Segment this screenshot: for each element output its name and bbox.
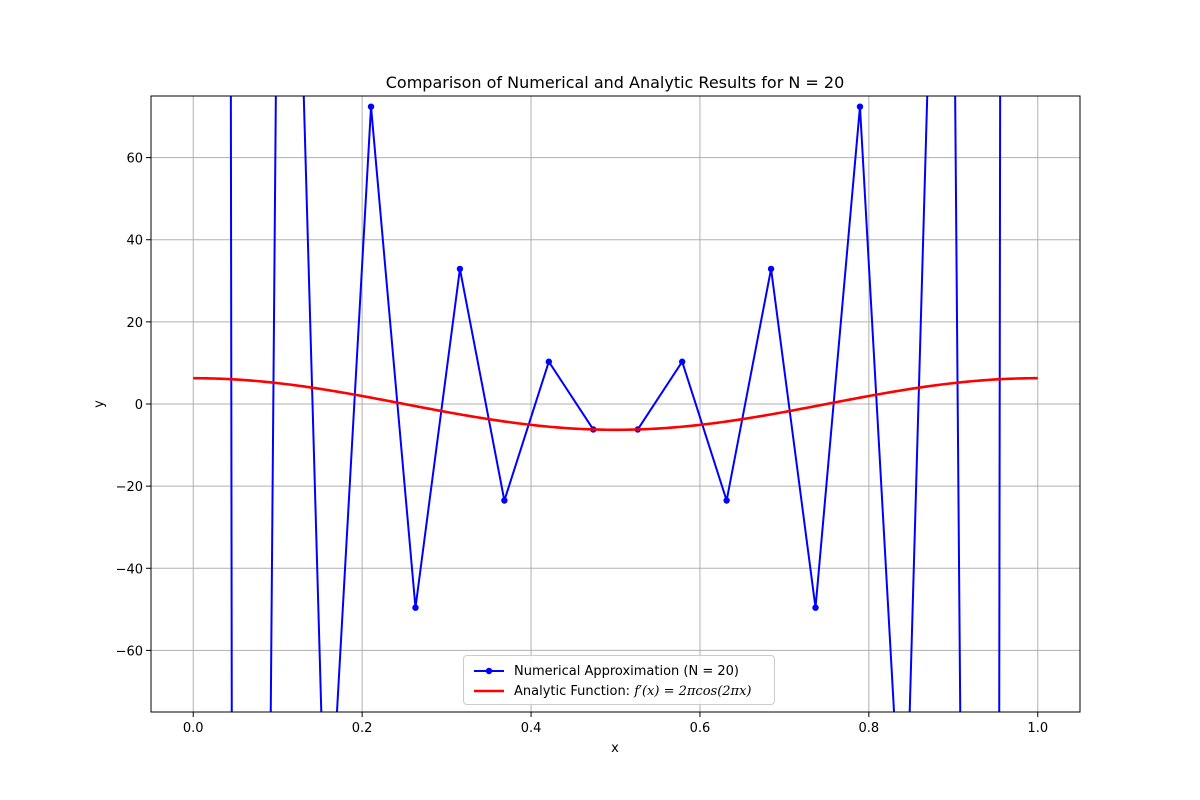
y-tick-label: −60 (116, 644, 143, 659)
numerical-point (767, 265, 775, 273)
x-tick-label: 0.0 (183, 721, 204, 736)
numerical-point (367, 103, 375, 110)
x-tick-label: 0.4 (521, 721, 542, 736)
analytic-series-line (193, 376, 1038, 432)
legend-swatch-analytic (474, 689, 504, 693)
axis-ticks: 0.0 0.2 0.4 0.6 0.8 1.0 −60 −40 −20 0 20 40 60 (116, 152, 1049, 736)
grid-lines (151, 96, 1080, 712)
numerical-point (501, 497, 508, 504)
legend-label-analytic-math: f′(x) = 2πcos(2πx) (634, 683, 752, 699)
y-tick-label: −40 (116, 562, 143, 577)
x-tick-label: 0.6 (690, 721, 711, 736)
legend-label-analytic: Analytic Function: f′(x) = 2πcos(2πx) (514, 684, 751, 699)
legend-label-numerical: Numerical Approximation (N = 20) (514, 663, 739, 679)
numerical-point (678, 358, 686, 365)
y-tick-label: 20 (126, 316, 143, 331)
x-tick-label: 1.0 (1027, 721, 1048, 736)
y-tick-label: 40 (126, 234, 143, 249)
numerical-point (856, 103, 864, 110)
y-tick-label: −20 (116, 480, 143, 495)
x-tick-label: 0.2 (352, 721, 373, 736)
x-axis-label: x (611, 741, 619, 756)
numerical-point (812, 604, 819, 611)
x-tick-label: 0.8 (859, 721, 880, 736)
legend-item-numerical: Numerical Approximation (N = 20) (464, 661, 739, 681)
y-tick-label: 0 (135, 398, 143, 413)
legend-label-analytic-prefix: Analytic Function: (514, 683, 635, 699)
numerical-point (412, 604, 419, 611)
chart-title: Comparison of Numerical and Analytic Res… (386, 73, 845, 92)
numerical-point (456, 265, 464, 273)
y-axis-label: y (92, 400, 107, 408)
legend-swatch-numerical (474, 667, 504, 675)
legend-item-analytic: Analytic Function: f′(x) = 2πcos(2πx) (464, 681, 751, 701)
numerical-point (723, 497, 730, 504)
legend: Numerical Approximation (N = 20) Analyti… (463, 655, 775, 705)
y-tick-label: 60 (126, 152, 143, 167)
numerical-point (545, 358, 553, 365)
series-layer (193, 96, 1038, 712)
